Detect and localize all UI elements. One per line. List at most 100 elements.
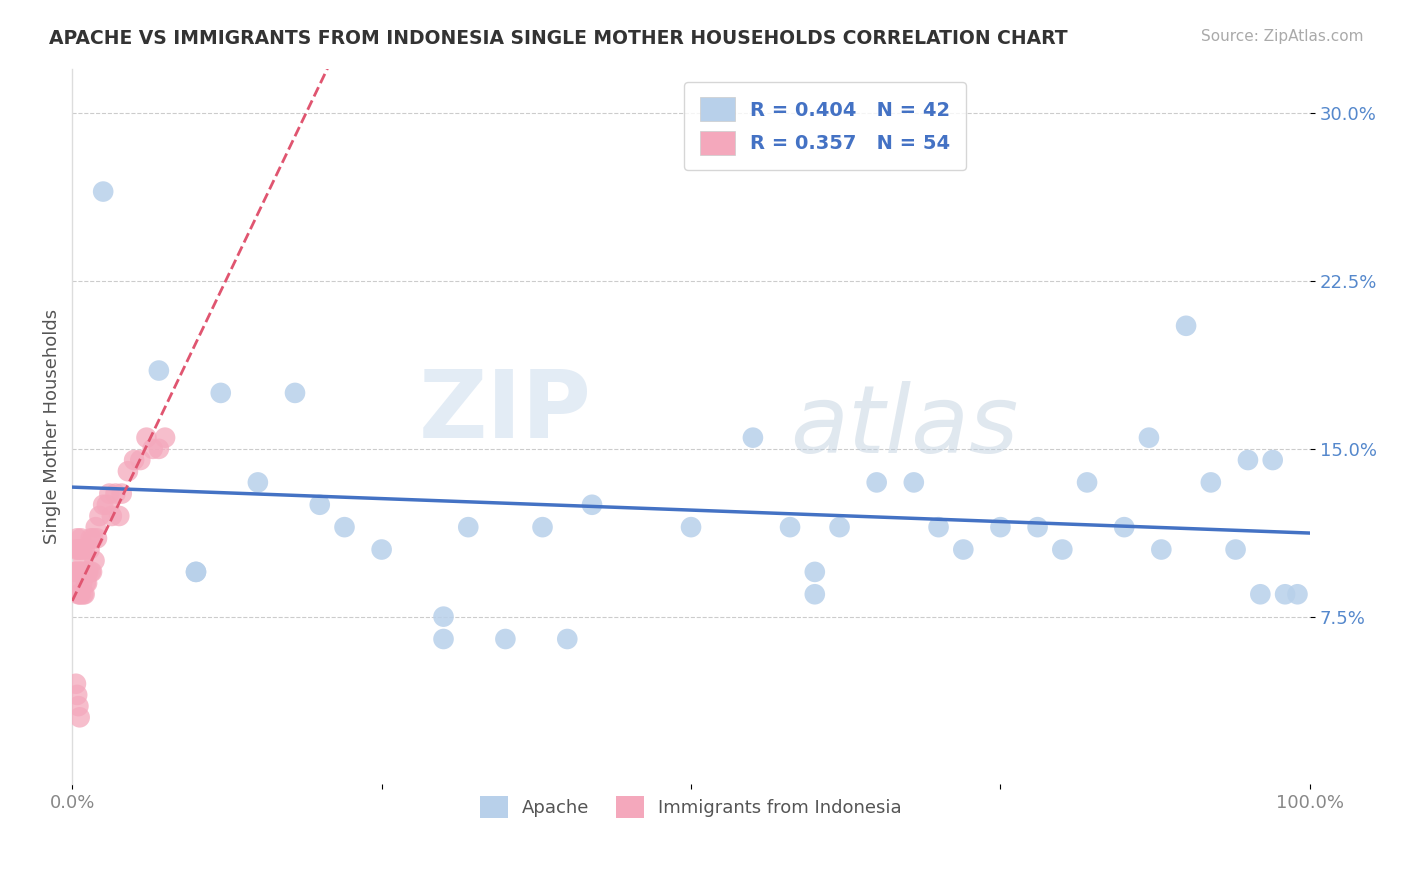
Point <box>73 542 96 557</box>
Point <box>117 464 139 478</box>
Point <box>531 520 554 534</box>
Point <box>494 632 516 646</box>
Point <box>69 542 91 557</box>
Point <box>80 565 103 579</box>
Point <box>69 565 91 579</box>
Point <box>1274 587 1296 601</box>
Point <box>804 587 827 601</box>
Point <box>70 576 93 591</box>
Point <box>153 431 176 445</box>
Point <box>555 632 578 646</box>
Point <box>70 587 93 601</box>
Point <box>679 520 702 534</box>
Point <box>742 431 765 445</box>
Point <box>148 442 170 456</box>
Text: APACHE VS IMMIGRANTS FROM INDONESIA SINGLE MOTHER HOUSEHOLDS CORRELATION CHART: APACHE VS IMMIGRANTS FROM INDONESIA SING… <box>49 29 1067 47</box>
Point <box>779 520 801 534</box>
Point <box>333 520 356 534</box>
Point <box>66 532 89 546</box>
Point <box>1261 453 1284 467</box>
Y-axis label: Single Mother Households: Single Mother Households <box>44 309 60 544</box>
Point <box>1199 475 1222 490</box>
Point <box>1052 542 1074 557</box>
Point <box>184 565 207 579</box>
Point <box>76 565 98 579</box>
Text: ZIP: ZIP <box>419 366 592 458</box>
Point <box>98 486 121 500</box>
Point <box>135 431 157 445</box>
Point <box>1225 542 1247 557</box>
Point <box>67 542 90 557</box>
Point <box>148 363 170 377</box>
Point <box>184 565 207 579</box>
Point <box>1286 587 1309 601</box>
Point <box>70 565 93 579</box>
Point <box>1076 475 1098 490</box>
Point <box>104 486 127 500</box>
Point <box>70 565 93 579</box>
Point <box>903 475 925 490</box>
Point <box>990 520 1012 534</box>
Point <box>77 565 100 579</box>
Point <box>72 554 94 568</box>
Point <box>79 542 101 557</box>
Point <box>73 565 96 579</box>
Point <box>72 587 94 601</box>
Point <box>284 385 307 400</box>
Point <box>1150 542 1173 557</box>
Point <box>122 453 145 467</box>
Point <box>67 699 90 714</box>
Point <box>928 520 950 534</box>
Point <box>66 576 89 591</box>
Point <box>65 565 87 579</box>
Point <box>111 486 134 500</box>
Point <box>65 677 87 691</box>
Point <box>101 508 124 523</box>
Point <box>246 475 269 490</box>
Point <box>91 498 114 512</box>
Point <box>80 565 103 579</box>
Point <box>1114 520 1136 534</box>
Point <box>804 565 827 579</box>
Point <box>432 632 454 646</box>
Text: atlas: atlas <box>790 381 1018 472</box>
Point <box>1175 318 1198 333</box>
Point <box>84 520 107 534</box>
Point <box>1137 431 1160 445</box>
Point <box>1026 520 1049 534</box>
Point <box>75 576 97 591</box>
Point <box>66 688 89 702</box>
Point <box>129 453 152 467</box>
Point <box>76 576 98 591</box>
Point <box>432 609 454 624</box>
Point <box>70 542 93 557</box>
Point <box>63 565 86 579</box>
Point <box>65 542 87 557</box>
Point <box>209 385 232 400</box>
Point <box>80 532 103 546</box>
Point <box>70 532 93 546</box>
Point <box>142 442 165 456</box>
Point <box>89 508 111 523</box>
Point <box>370 542 392 557</box>
Point <box>581 498 603 512</box>
Point <box>828 520 851 534</box>
Text: Source: ZipAtlas.com: Source: ZipAtlas.com <box>1201 29 1364 44</box>
Point <box>69 587 91 601</box>
Point <box>86 532 108 546</box>
Point <box>75 565 97 579</box>
Point <box>308 498 330 512</box>
Point <box>108 508 131 523</box>
Point <box>96 498 118 512</box>
Point <box>67 565 90 579</box>
Point <box>952 542 974 557</box>
Point <box>91 185 114 199</box>
Point <box>866 475 889 490</box>
Point <box>67 587 90 601</box>
Point <box>83 554 105 568</box>
Point <box>1237 453 1260 467</box>
Point <box>73 587 96 601</box>
Point <box>69 710 91 724</box>
Point <box>457 520 479 534</box>
Point <box>1249 587 1271 601</box>
